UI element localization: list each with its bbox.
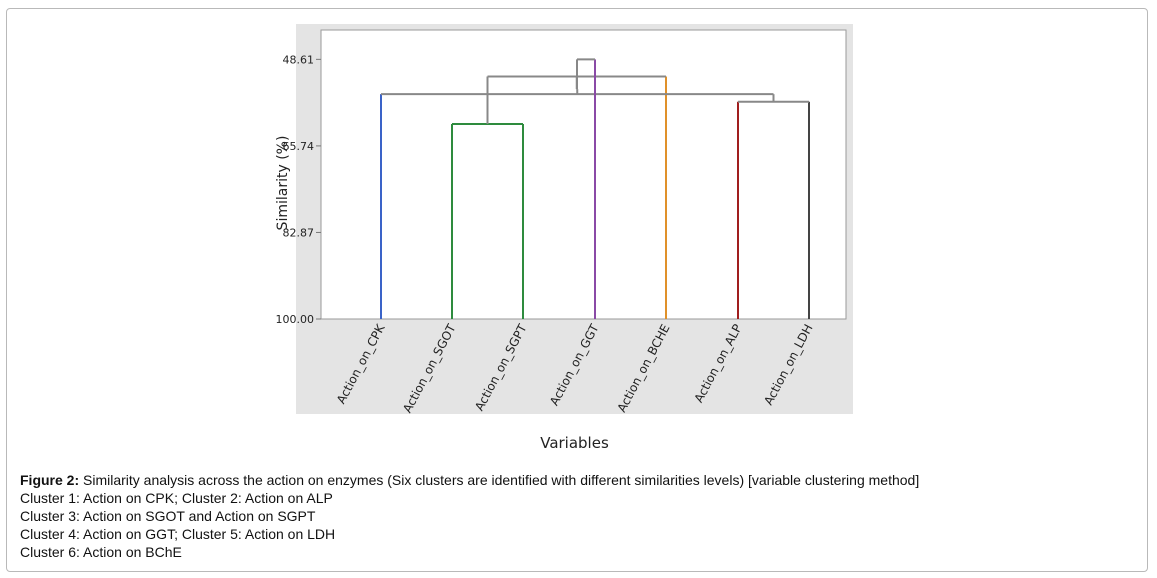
caption-line: Cluster 4: Action on GGT; Cluster 5: Act…	[20, 526, 336, 542]
y-tick-label: 82.87	[283, 226, 315, 239]
x-tick-label: Action_on_GGT	[547, 321, 602, 408]
x-tick-label: Action_on_ALP	[692, 322, 745, 405]
x-tick-label: Action_on_SGPT	[472, 321, 530, 413]
plot-area	[320, 29, 847, 320]
caption-line: Cluster 6: Action on BChE	[20, 544, 182, 560]
x-tick-label: Action_on_LDH	[761, 322, 815, 408]
caption-line: Cluster 1: Action on CPK; Cluster 2: Act…	[20, 490, 333, 506]
figure-caption: Figure 2: Similarity analysis across the…	[20, 471, 1140, 561]
figure-label: Figure 2:	[20, 472, 80, 488]
y-tick-label: 65.74	[283, 140, 315, 153]
y-tick-label: 100.00	[276, 313, 315, 326]
x-axis-label: Variables	[540, 434, 609, 452]
y-axis-label: Similarity (%)	[275, 136, 291, 231]
x-tick-label: Action_on_CPK	[334, 321, 388, 406]
y-tick-label: 48.61	[283, 53, 315, 66]
caption-line: Cluster 3: Action on SGOT and Action on …	[20, 508, 316, 524]
figure-text: Similarity analysis across the action on…	[79, 472, 920, 488]
x-tick-label: Action_on_BCHE	[614, 322, 672, 415]
x-tick-label: Action_on_SGOT	[400, 321, 459, 415]
caption-title-line: Figure 2: Similarity analysis across the…	[20, 471, 1140, 489]
